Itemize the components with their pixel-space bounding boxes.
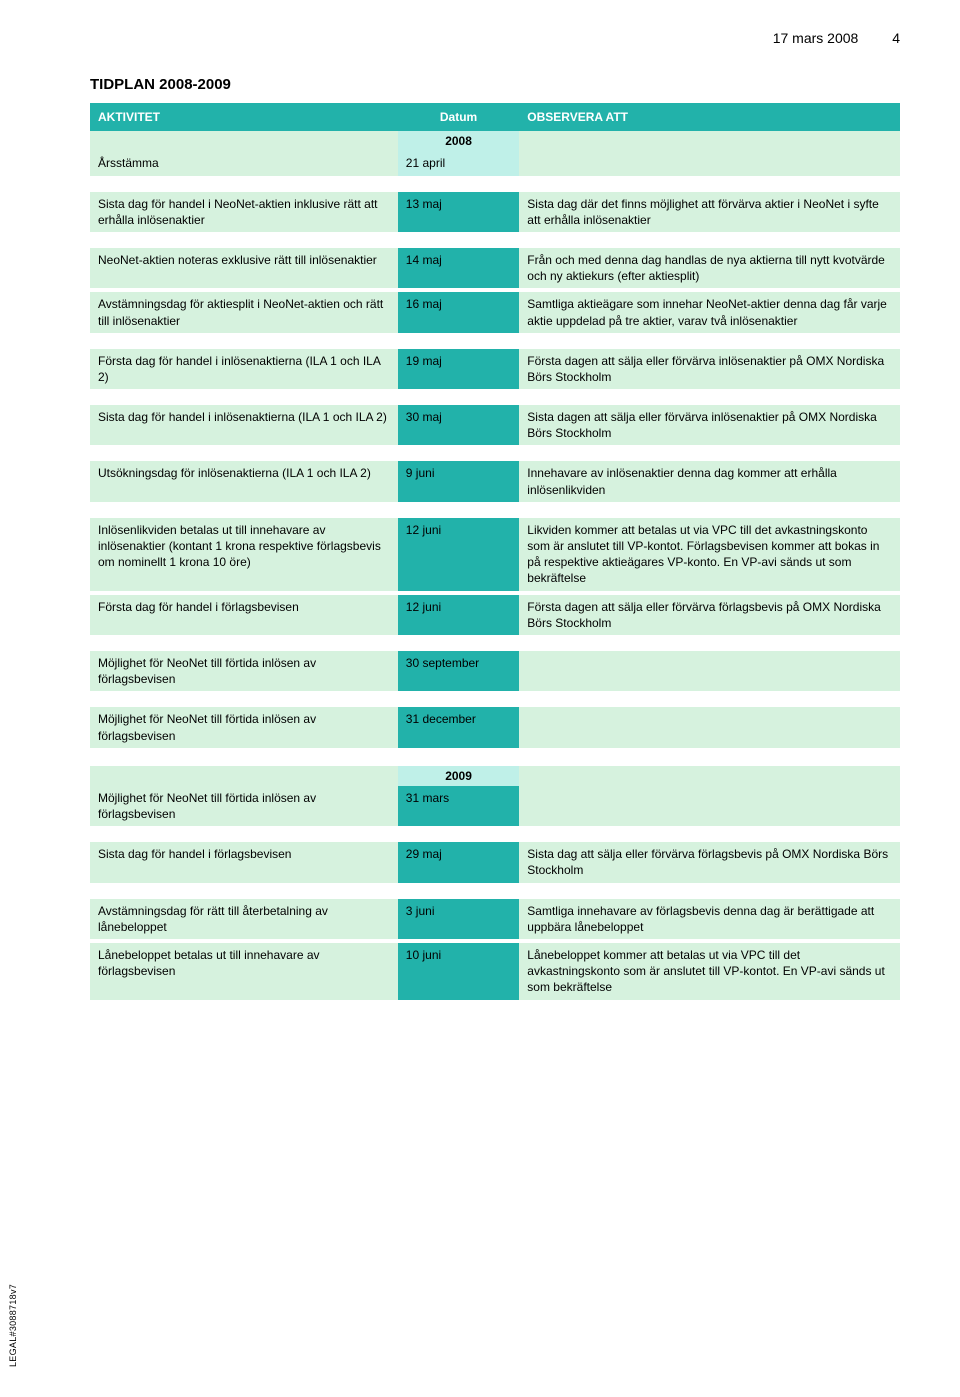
table-row: Första dag för handel i inlösenaktierna … xyxy=(90,349,900,389)
activity-cell: Sista dag för handel i förlagsbevisen xyxy=(90,842,398,882)
legal-footer: LEGAL#3088718v7 xyxy=(8,1284,18,1367)
observe-cell: Första dagen att sälja eller förvärva fö… xyxy=(519,595,900,635)
activity-cell: Möjlighet för NeoNet till förtida inlöse… xyxy=(90,651,398,691)
table-row: Sista dag för handel i NeoNet-aktien ink… xyxy=(90,192,900,232)
observe-cell: Likviden kommer att betalas ut via VPC t… xyxy=(519,518,900,591)
date-cell: 12 juni xyxy=(398,518,520,591)
date-cell: 9 juni xyxy=(398,461,520,501)
table-row: Första dag för handel i förlagsbevisen12… xyxy=(90,595,900,635)
header-date: 17 mars 2008 xyxy=(773,30,859,46)
table-row: Inlösenlikviden betalas ut till innehava… xyxy=(90,518,900,591)
table-row: Sista dag för handel i förlagsbevisen29 … xyxy=(90,842,900,882)
date-cell: 29 maj xyxy=(398,842,520,882)
observe-cell xyxy=(519,707,900,747)
date-cell: 16 maj xyxy=(398,292,520,332)
date-cell: 31 mars xyxy=(398,786,520,826)
date-cell: 14 maj xyxy=(398,248,520,288)
activity-cell: Möjlighet för NeoNet till förtida inlöse… xyxy=(90,786,398,826)
observe-cell xyxy=(519,151,900,175)
activity-cell: Inlösenlikviden betalas ut till innehava… xyxy=(90,518,398,591)
activity-cell: Sista dag för handel i NeoNet-aktien ink… xyxy=(90,192,398,232)
date-cell: 13 maj xyxy=(398,192,520,232)
activity-cell: Avstämningsdag för aktiesplit i NeoNet-a… xyxy=(90,292,398,332)
activity-cell: Avstämningsdag för rätt till återbetalni… xyxy=(90,899,398,939)
activity-cell: Möjlighet för NeoNet till förtida inlöse… xyxy=(90,707,398,747)
page-header: 17 mars 2008 4 xyxy=(90,30,900,46)
date-cell: 30 maj xyxy=(398,405,520,445)
table-row: Avstämningsdag för rätt till återbetalni… xyxy=(90,899,900,939)
activity-cell: Sista dag för handel i inlösenaktierna (… xyxy=(90,405,398,445)
activity-cell: Årsstämma xyxy=(90,151,398,175)
activity-cell: Första dag för handel i inlösenaktierna … xyxy=(90,349,398,389)
table-row: Utsökningsdag för inlösenaktierna (ILA 1… xyxy=(90,461,900,501)
table-row: Årsstämma21 april xyxy=(90,151,900,175)
activity-cell: Lånebeloppet betalas ut till innehavare … xyxy=(90,943,398,1000)
date-cell: 31 december xyxy=(398,707,520,747)
observe-cell: Från och med denna dag handlas de nya ak… xyxy=(519,248,900,288)
table-row: Möjlighet för NeoNet till förtida inlöse… xyxy=(90,786,900,826)
observe-cell: Innehavare av inlösenaktier denna dag ko… xyxy=(519,461,900,501)
table-row: Sista dag för handel i inlösenaktierna (… xyxy=(90,405,900,445)
table-row: Avstämningsdag för aktiesplit i NeoNet-a… xyxy=(90,292,900,332)
document-title: TIDPLAN 2008-2009 xyxy=(90,76,900,93)
table-row: Lånebeloppet betalas ut till innehavare … xyxy=(90,943,900,1000)
year-obs-blank xyxy=(519,766,900,786)
observe-cell xyxy=(519,786,900,826)
date-cell: 3 juni xyxy=(398,899,520,939)
date-cell: 30 september xyxy=(398,651,520,691)
date-cell: 12 juni xyxy=(398,595,520,635)
year-obs-blank xyxy=(519,131,900,151)
observe-cell: Samtliga aktieägare som innehar NeoNet-a… xyxy=(519,292,900,332)
activity-cell: Första dag för handel i förlagsbevisen xyxy=(90,595,398,635)
table-row: NeoNet-aktien noteras exklusive rätt til… xyxy=(90,248,900,288)
date-cell: 19 maj xyxy=(398,349,520,389)
year-activity-blank xyxy=(90,766,398,786)
year-2009-cell: 2009 xyxy=(398,766,520,786)
timeline-table: AKTIVITETDatumOBSERVERA ATT2008Årsstämma… xyxy=(90,103,900,1000)
observe-cell: Samtliga innehavare av förlagsbevis denn… xyxy=(519,899,900,939)
year-activity-blank xyxy=(90,131,398,151)
header-page-number: 4 xyxy=(892,30,900,46)
date-cell: 21 april xyxy=(398,151,520,175)
observe-cell: Sista dag att sälja eller förvärva förla… xyxy=(519,842,900,882)
col-header-activity: AKTIVITET xyxy=(90,103,398,131)
observe-cell: Första dagen att sälja eller förvärva in… xyxy=(519,349,900,389)
observe-cell: Sista dag där det finns möjlighet att fö… xyxy=(519,192,900,232)
activity-cell: Utsökningsdag för inlösenaktierna (ILA 1… xyxy=(90,461,398,501)
activity-cell: NeoNet-aktien noteras exklusive rätt til… xyxy=(90,248,398,288)
observe-cell xyxy=(519,651,900,691)
year-2008-cell: 2008 xyxy=(398,131,520,151)
observe-cell: Sista dagen att sälja eller förvärva inl… xyxy=(519,405,900,445)
col-header-date: Datum xyxy=(398,103,520,131)
observe-cell: Lånebeloppet kommer att betalas ut via V… xyxy=(519,943,900,1000)
date-cell: 10 juni xyxy=(398,943,520,1000)
table-row: Möjlighet för NeoNet till förtida inlöse… xyxy=(90,651,900,691)
table-row: Möjlighet för NeoNet till förtida inlöse… xyxy=(90,707,900,747)
col-header-observe: OBSERVERA ATT xyxy=(519,103,900,131)
